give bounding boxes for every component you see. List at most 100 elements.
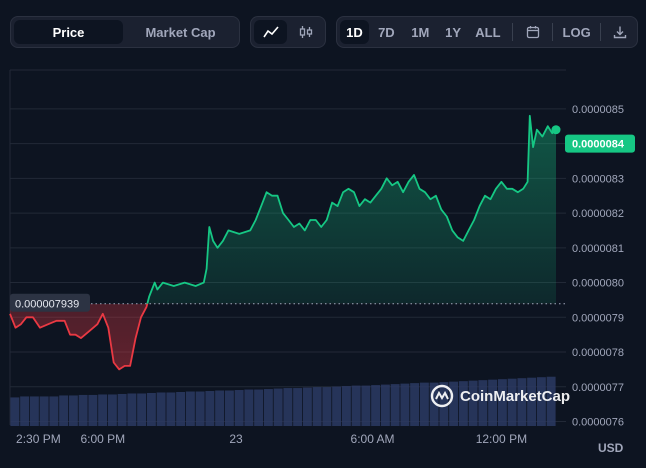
toolbar-divider [600, 23, 601, 41]
volume-bar [390, 384, 400, 426]
y-axis: 0.0000085 0.0000084 0.0000083 0.0000082 0.00… [572, 104, 624, 429]
volume-bar [176, 391, 186, 426]
range-1d-button[interactable]: 1D [340, 20, 369, 44]
volume-bar [244, 389, 254, 426]
volume-bar [166, 392, 176, 426]
range-toolbar: 1D 7D 1M 1Y ALL LOG [336, 16, 638, 48]
volume-bar [98, 394, 108, 426]
baseline-tag [10, 293, 90, 312]
volume-bar [380, 384, 390, 426]
market-cap-tab[interactable]: Market Cap [145, 24, 216, 40]
volume-bar [234, 390, 244, 426]
calendar-icon[interactable] [519, 20, 546, 44]
volume-bar [283, 388, 293, 426]
y-tick-label: 0.0000077 [572, 382, 624, 394]
volume-bar [341, 386, 351, 426]
y-tick-label: 0.0000082 [572, 208, 624, 220]
volume-bar [146, 392, 156, 426]
price-area [10, 115, 556, 370]
x-axis: 2:30 PM 6:00 PM 23 6:00 AM 12:00 PM [16, 432, 527, 446]
volume-bar [263, 389, 273, 426]
volume-bar [185, 391, 195, 426]
volume-bar [273, 388, 283, 426]
volume-bar [507, 378, 517, 426]
volume-bar [322, 387, 332, 426]
y-tick-label: 0.0000079 [572, 312, 624, 324]
volume-bar [254, 389, 264, 426]
chart-labels: 0.0000084 0.000007939 [10, 125, 635, 312]
volume-bar [332, 386, 342, 426]
range-1y-button[interactable]: 1Y [445, 24, 462, 40]
watermark: CoinMarketCap [430, 384, 570, 408]
volume-bar [59, 395, 69, 426]
volume-bar [410, 383, 420, 426]
log-scale-button[interactable]: LOG [562, 24, 591, 40]
volume-bar [429, 382, 439, 426]
volume-bar [205, 391, 215, 426]
coinmarketcap-logo [430, 384, 454, 408]
volume-bar [458, 381, 468, 426]
volume-bar [400, 383, 410, 426]
volume-bar [478, 380, 488, 426]
volume-bar [20, 396, 30, 426]
y-tick-label: 0.0000085 [572, 104, 624, 116]
y-tick-label: 0.0000081 [572, 243, 624, 255]
range-1m-button[interactable]: 1M [411, 24, 430, 40]
price-tab[interactable]: Price [14, 20, 124, 44]
candlestick-icon[interactable] [289, 20, 322, 44]
toolbar-divider [552, 23, 554, 41]
volume-bar [39, 396, 49, 426]
volume-bar [361, 385, 371, 426]
x-tick-label: 6:00 AM [351, 432, 395, 446]
volume-bar [215, 390, 225, 426]
volume-bar [449, 381, 459, 426]
volume-bar [107, 394, 117, 426]
y-tick-label: 0.0000083 [572, 173, 624, 185]
volume-bar [49, 396, 59, 426]
volume-bar [419, 382, 429, 426]
volume-bar [29, 396, 39, 426]
volume-bar [88, 394, 98, 426]
x-tick-label: 2:30 PM [16, 432, 61, 446]
current-price-label: 0.0000084 [572, 139, 625, 151]
baseline-label: 0.000007939 [15, 299, 79, 311]
price-line-down [9, 303, 149, 371]
line-chart-icon[interactable] [254, 20, 287, 44]
volume-bar [195, 391, 205, 426]
volume-bar [536, 377, 546, 426]
volume-bar [78, 394, 88, 426]
volume-bar [497, 379, 507, 426]
chart-type-toggle [250, 16, 326, 48]
metric-toggle: Price Market Cap [10, 16, 240, 48]
range-7d-button[interactable]: 7D [378, 24, 395, 40]
volume-bar [488, 379, 498, 426]
volume-bar [224, 390, 234, 426]
price-area-up [10, 115, 556, 304]
volume-bar [137, 393, 147, 426]
volume-bar [439, 382, 449, 426]
currency-label: USD [598, 441, 624, 455]
price-line [9, 114, 557, 371]
x-tick-label: 23 [229, 432, 243, 446]
x-tick-label: 6:00 PM [80, 432, 125, 446]
y-tick-label: 0.0000078 [572, 347, 624, 359]
download-icon[interactable] [607, 20, 634, 44]
x-tick-label: 12:00 PM [476, 432, 527, 446]
y-tick-label: 0.0000080 [572, 278, 624, 290]
range-all-button[interactable]: ALL [475, 24, 501, 40]
volume-bar [156, 392, 166, 426]
volume-bar [68, 395, 78, 426]
volume-bar [546, 376, 556, 426]
toolbar-divider [512, 23, 514, 41]
volume-bar [527, 377, 537, 426]
volume-bar [10, 397, 20, 426]
volume-bar [312, 387, 322, 426]
y-tick-label: 0.0000076 [572, 417, 624, 429]
current-price-dot [551, 125, 561, 135]
volume-bar [127, 393, 137, 426]
volume-bar [517, 378, 527, 426]
volume-bar [371, 385, 381, 426]
current-price-tag [565, 134, 635, 153]
volume-bar [302, 387, 312, 426]
